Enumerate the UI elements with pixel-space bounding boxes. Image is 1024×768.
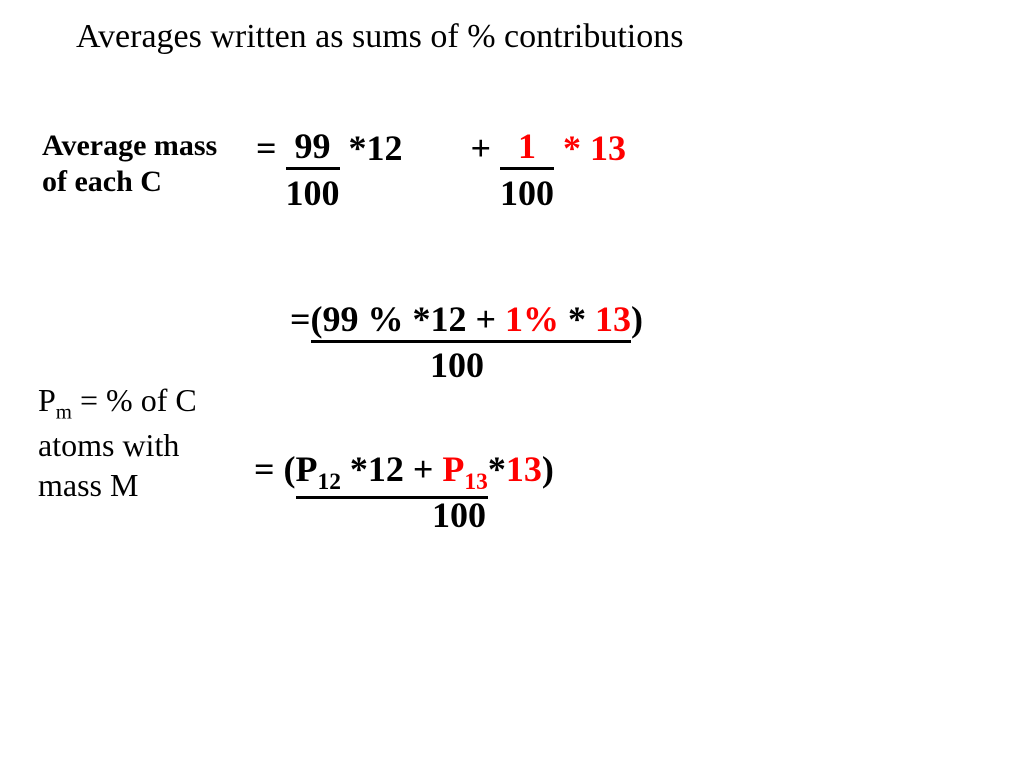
equation-1: = 99 100 *12 + 1 100 * 13 (256, 127, 626, 215)
pm-definition: Pm = % of C atoms with mass M (38, 380, 197, 505)
eq2-p1: 99 % *12 + (323, 299, 506, 339)
eq3-equals: = (254, 449, 284, 489)
eq1-plus: + (471, 128, 501, 168)
eq2-close: ) (631, 299, 643, 339)
eq2-denominator: 100 (430, 344, 484, 386)
eq2-p4: 13 (595, 299, 631, 339)
eq3-denominator: 100 (432, 494, 486, 536)
eq1-times13: * 13 (554, 128, 626, 168)
eq1-times12: *12 (340, 128, 403, 168)
eq2-p3: * (559, 299, 595, 339)
slide-title: Averages written as sums of % contributi… (76, 18, 683, 56)
equation-2: =(99 % *12 + 1% * 13) 100 (290, 298, 643, 343)
average-mass-label: Average mass of each C (42, 128, 217, 200)
eq3-close: ) (542, 449, 554, 489)
label2-line3: mass M (38, 467, 138, 503)
eq1-equals: = (256, 128, 277, 168)
eq3-t12: *12 + (341, 449, 443, 489)
eq2-numerator: (99 % *12 + 1% * 13 (311, 299, 632, 343)
eq1-frac1: 99 100 (286, 127, 340, 215)
equation-3: = (P12 *12 + P13 *13) 100 (254, 448, 554, 499)
label2-rest: = % of C (72, 382, 197, 418)
eq1-num2-wrap: 1 (500, 127, 554, 170)
eq3-P1: P (296, 449, 318, 489)
eq3-sub13: 13 (464, 469, 487, 495)
eq3-open: ( (284, 449, 296, 489)
eq1-frac2: 1 100 (500, 127, 554, 215)
eq2-open: ( (311, 299, 323, 339)
label1-line2: of each C (42, 165, 162, 198)
eq1-den1: 100 (286, 170, 340, 215)
label2-P: P (38, 382, 56, 418)
eq2-equals: = (290, 299, 311, 339)
eq3-v13: 13 (506, 449, 542, 489)
label2-m: m (56, 400, 72, 423)
eq3-P2: P (442, 449, 464, 489)
label2-line2: atoms with (38, 427, 179, 463)
eq1-den2: 100 (500, 170, 554, 215)
label1-line1: Average mass (42, 129, 217, 162)
eq3-sub12: 12 (318, 469, 341, 495)
eq1-num2: 1 (518, 126, 536, 166)
eq3-numerator: P12 *12 + P13 (296, 448, 488, 499)
eq1-num1: 99 (286, 127, 340, 170)
eq3-star: * (488, 449, 506, 489)
eq2-p2: 1% (505, 299, 559, 339)
